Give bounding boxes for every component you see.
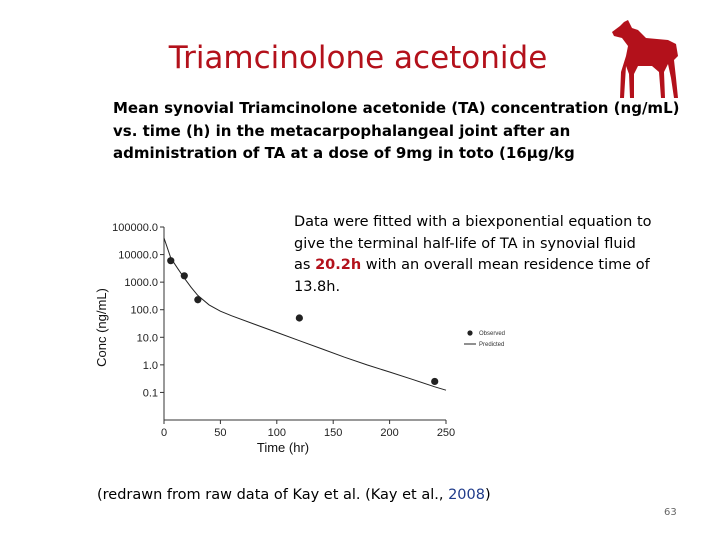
half-life-value: 20.2h	[315, 257, 362, 273]
y-tick-label: 0.1	[143, 387, 158, 399]
legend-observed-label: Observed	[479, 331, 505, 337]
credit-close: )	[484, 487, 491, 503]
observed-point	[180, 272, 188, 280]
x-tick-label: 50	[214, 427, 226, 439]
slide-title: Triamcinolone acetonide	[168, 40, 548, 76]
description-line: Mean synovial Triamcinolone acetonide (T…	[113, 99, 680, 117]
concentration-time-chart: 100000.0 10000.0 1000.0 100.0 10.0 1.0 0.1 0 50 1…	[94, 222, 505, 455]
y-tick-label: 10000.0	[118, 250, 158, 262]
x-tick-label: 0	[161, 427, 167, 439]
y-tick-label: 1000.0	[124, 277, 158, 289]
description-line: administration of TA at a dose of 9mg in…	[113, 144, 575, 162]
predicted-line	[163, 237, 447, 391]
observed-point	[194, 296, 202, 304]
chart-description: Mean synovial Triamcinolone acetonide (T…	[113, 97, 680, 165]
page-number: 63	[664, 507, 677, 518]
observed-point	[167, 257, 175, 265]
y-axis-title: Conc (ng/mL)	[94, 288, 109, 367]
note-text-end: with an overall mean residence time of 1…	[294, 257, 650, 295]
x-tick-label: 100	[268, 427, 286, 439]
y-tick-label: 100000.0	[112, 222, 158, 234]
observed-point	[295, 314, 303, 322]
y-tick-label: 10.0	[137, 332, 158, 344]
x-tick-label: 200	[380, 427, 398, 439]
x-axis-title: Time (hr)	[257, 440, 309, 455]
observed-point	[431, 377, 439, 386]
description-line: vs. time (h) in the metacarpophalangeal …	[113, 121, 571, 140]
credit-text: (redrawn from raw data of Kay et al. (Ka…	[97, 487, 449, 503]
y-tick-label: 1.0	[143, 360, 158, 372]
credit-year[interactable]: 2008	[448, 487, 485, 503]
note-text: Data were fitted with a biexponential eq…	[294, 214, 652, 273]
legend-observed-marker	[467, 330, 473, 336]
x-tick-label: 250	[437, 427, 455, 439]
x-tick-label: 150	[324, 427, 342, 439]
horse-icon	[612, 20, 678, 98]
source-credit: (redrawn from raw data of Kay et al. (Ka…	[97, 487, 491, 503]
fit-note: Data were fitted with a biexponential eq…	[294, 212, 654, 298]
legend-predicted-label: Predicted	[479, 342, 504, 348]
y-tick-label: 100.0	[130, 305, 158, 317]
